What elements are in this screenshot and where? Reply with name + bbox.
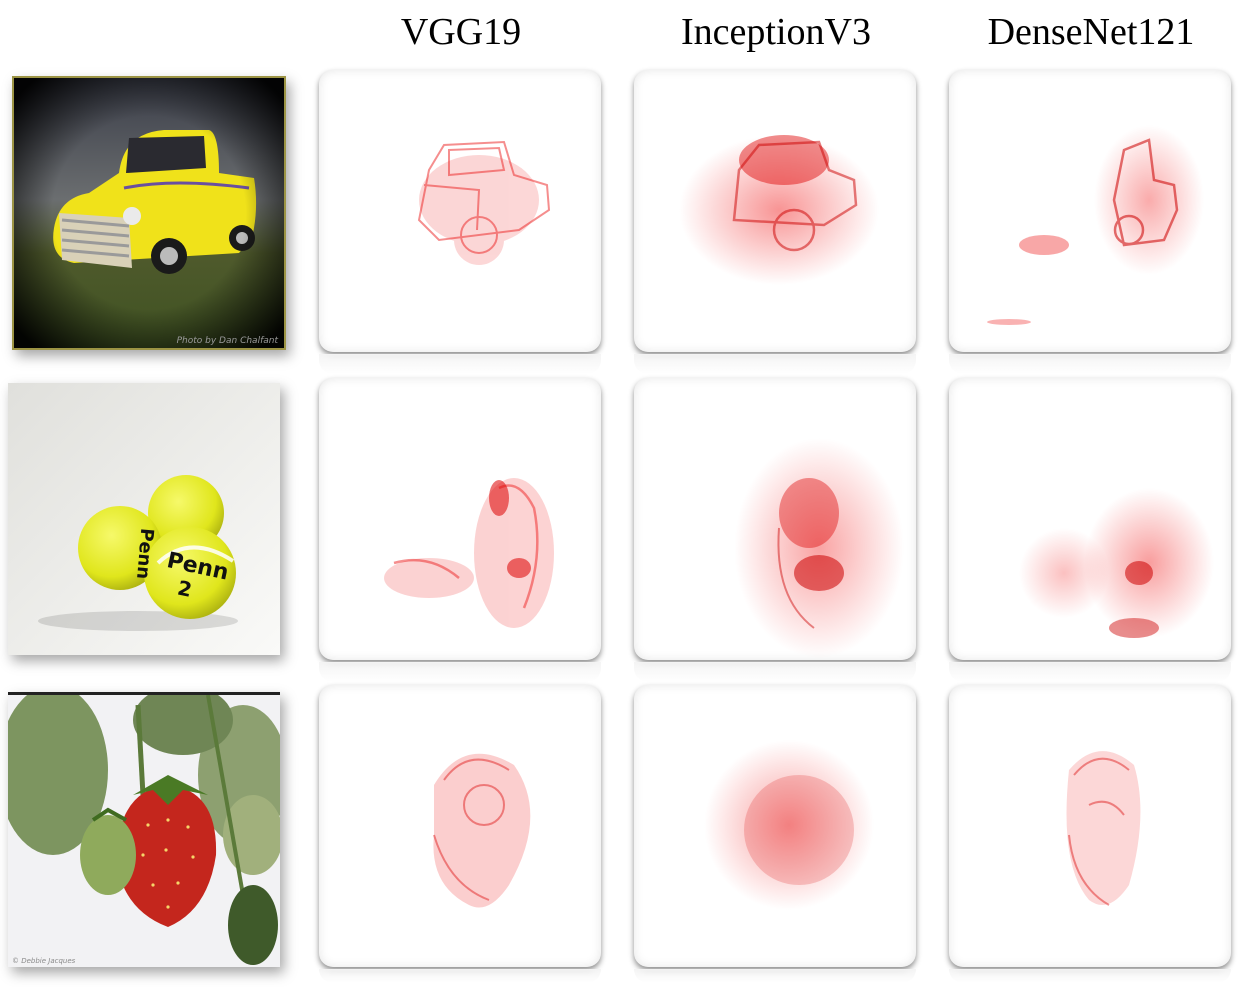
heatmap-tennis-densenet121 [949,378,1231,660]
heatmap-truck-densenet121 [949,70,1231,352]
tile-reflection [634,662,916,682]
ball-brand-text: Penn [132,527,157,580]
tile-reflection [634,969,916,983]
tile-reflection [949,354,1231,374]
photo-credit: Photo by Dan Chalfant [176,336,278,346]
tile-reflection [319,662,601,682]
heatmap-truck-inceptionv3 [634,70,916,352]
tile-reflection [949,969,1231,983]
column-header-vgg19: VGG19 [400,11,522,53]
ball-number-text: 2 [175,576,194,602]
heatmap-strawberry-inceptionv3 [634,685,916,967]
heatmap-truck-vgg19 [319,70,601,352]
tile-reflection [319,354,601,374]
heatmap-strawberry-densenet121 [949,685,1231,967]
heatmap-tennis-inceptionv3 [634,378,916,660]
tile-reflection [949,662,1231,682]
tile-reflection [634,354,916,374]
strawberry-photo: © Debbie Jacques [8,692,280,967]
tennis-balls-photo: Penn 2 Penn [8,383,280,655]
heatmap-strawberry-vgg19 [319,685,601,967]
column-header-inceptionv3: InceptionV3 [681,11,871,53]
photo-credit: © Debbie Jacques [12,957,76,965]
heatmap-tennis-vgg19 [319,378,601,660]
tile-reflection [319,969,601,983]
column-header-densenet121: DenseNet121 [987,11,1195,53]
truck-photo: Photo by Dan Chalfant [12,76,286,350]
